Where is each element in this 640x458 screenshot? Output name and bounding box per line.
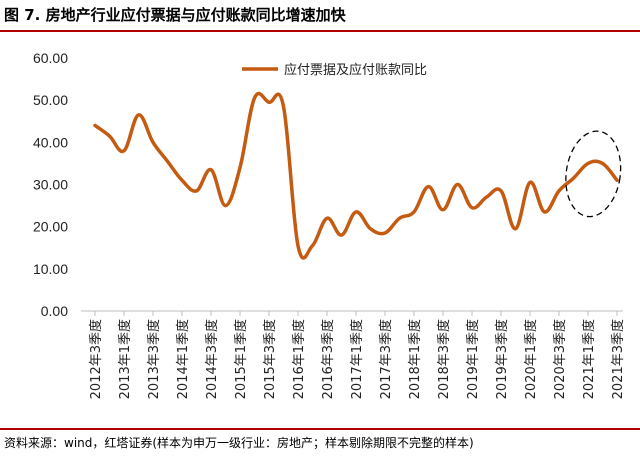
x-tick-label: 2013年1季度 [117,319,133,399]
x-tick-label: 2016年3季度 [320,319,336,399]
y-tick-label: 0.00 [41,303,68,319]
y-tick-label: 50.00 [33,92,68,108]
x-tick-label: 2012年3季度 [88,319,104,399]
x-tick-label: 2020年1季度 [523,319,539,399]
y-tick-label: 30.00 [33,177,68,193]
x-tick-label: 2017年3季度 [378,319,394,399]
x-tick-label: 2020年3季度 [552,319,568,399]
y-tick-label: 10.00 [33,261,68,277]
title-rule [0,30,640,32]
x-tick-label: 2016年1季度 [291,319,307,399]
figure-title: 图 7. 房地产行业应付票据与应付账款同比增速加快 [4,6,346,24]
highlight-ellipse [565,130,622,218]
legend-label: 应付票据及应付账款同比 [284,62,427,78]
x-tick-label: 2019年3季度 [494,319,510,399]
y-tick-label: 60.00 [33,50,68,66]
y-tick-label: 40.00 [33,134,68,150]
source-note: 资料来源：wind，红塔证券(样本为申万一级行业：房地产；样本剔除期限不完整的样… [4,436,474,450]
x-tick-label: 2019年1季度 [465,319,481,399]
x-tick-label: 2021年1季度 [581,319,597,399]
y-tick-label: 20.00 [33,219,68,235]
x-tick-label: 2017年1季度 [349,319,365,399]
x-tick-label: 2018年3季度 [436,319,452,399]
x-tick-label: 2014年1季度 [175,319,191,399]
series-line [93,91,619,260]
x-tick-label: 2015年3季度 [262,319,278,399]
x-tick-label: 2018年1季度 [407,319,423,399]
source-rule [0,428,640,430]
x-tick-label: 2014年3季度 [204,319,220,399]
x-tick-label: 2021年3季度 [610,319,626,399]
x-tick-label: 2015年1季度 [233,319,249,399]
x-tick-label: 2013年3季度 [146,319,162,399]
